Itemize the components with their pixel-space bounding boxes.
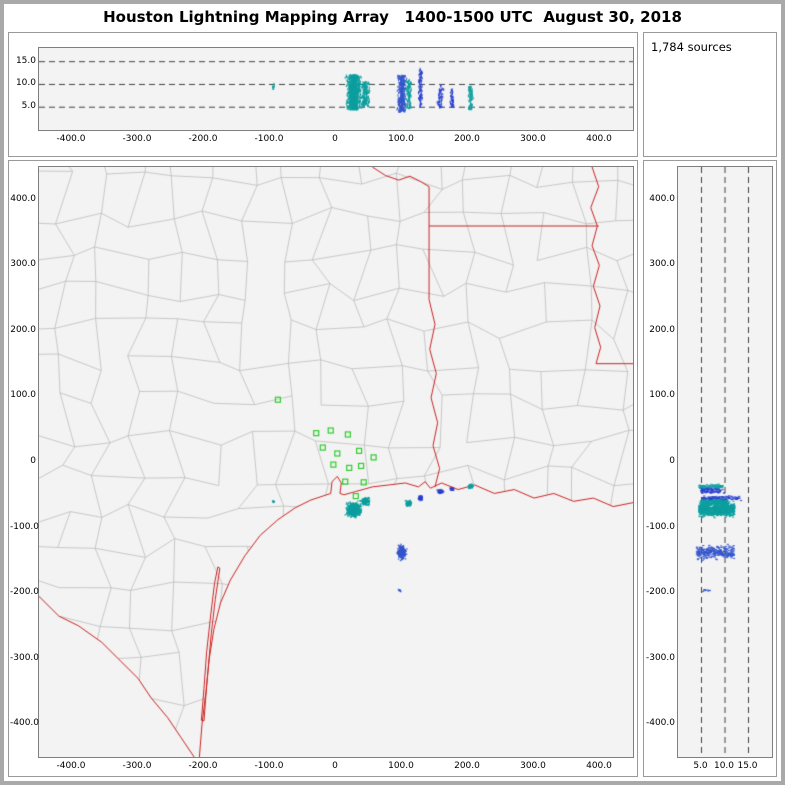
tick-label: -400.0	[10, 718, 40, 729]
tick-label: -200.0	[645, 587, 675, 598]
tick-label: 15.0	[737, 761, 758, 771]
tick-label: 100.0	[649, 390, 675, 401]
sources-count: 1,784 sources	[651, 40, 732, 54]
tick-label: 200.0	[454, 134, 480, 144]
tick-label: 400.0	[586, 761, 612, 771]
tick-label: 200.0	[649, 324, 675, 335]
tick-label: -300.0	[122, 134, 152, 144]
ns-altitude-plot-area[interactable]	[677, 166, 773, 758]
tick-label: 300.0	[520, 134, 546, 144]
tick-label: -100.0	[254, 134, 284, 144]
plan-view-panel: -400.0 -300.0 -200.0 -100.0 0 100.0 200.0 300.0…	[8, 160, 638, 777]
tick-label: -100.0	[254, 761, 284, 771]
tick-label: -200.0	[188, 134, 218, 144]
plan-view-plot-area[interactable]	[38, 166, 634, 758]
tick-label: 400.0	[10, 193, 36, 204]
tick-label: 100.0	[388, 134, 414, 144]
tick-label: -400.0	[56, 761, 86, 771]
tick-label: 100.0	[388, 761, 414, 771]
sources-panel: 1,784 sources	[643, 32, 777, 157]
ns-altitude-canvas[interactable]	[678, 167, 772, 757]
tick-label: -300.0	[122, 761, 152, 771]
tick-label: 400.0	[586, 134, 612, 144]
tick-label: 5.0	[693, 761, 708, 771]
ew-altitude-canvas[interactable]	[39, 48, 633, 130]
page-title: Houston Lightning Mapping Array 1400-150…	[103, 8, 682, 26]
tick-label: 200.0	[10, 324, 36, 335]
tick-label: 0	[669, 456, 675, 466]
tick-label: 300.0	[520, 761, 546, 771]
ns-altitude-panel: 400.0 300.0 200.0 100.0 0 -100.0 -200.0 -300.0 -…	[643, 160, 777, 777]
tick-label: 5.0	[21, 101, 36, 112]
tick-label: -100.0	[10, 521, 40, 532]
ew-altitude-panel: -400.0 -300.0 -200.0 -100.0 0 100.0 200.0 300.0…	[8, 32, 638, 157]
tick-label: 300.0	[10, 259, 36, 270]
plan-view-canvas[interactable]	[39, 167, 633, 757]
tick-label: 400.0	[649, 193, 675, 204]
tick-label: 100.0	[10, 390, 36, 401]
ew-altitude-plot-area[interactable]	[38, 47, 634, 131]
tick-label: -400.0	[645, 718, 675, 729]
tick-label: 0	[332, 134, 338, 144]
tick-label: 10.0	[713, 761, 735, 771]
tick-label: 0	[332, 761, 338, 771]
tick-label: 0	[30, 456, 36, 466]
tick-label: -200.0	[10, 587, 40, 598]
tick-label: 15.0	[15, 55, 36, 66]
tick-label: 10.0	[15, 78, 36, 89]
tick-label: -300.0	[10, 652, 40, 663]
tick-label: 300.0	[649, 259, 675, 270]
tick-label: -300.0	[645, 652, 675, 663]
tick-label: -400.0	[56, 134, 86, 144]
tick-label: -100.0	[645, 521, 675, 532]
tick-label: -200.0	[188, 761, 218, 771]
tick-label: 200.0	[454, 761, 480, 771]
